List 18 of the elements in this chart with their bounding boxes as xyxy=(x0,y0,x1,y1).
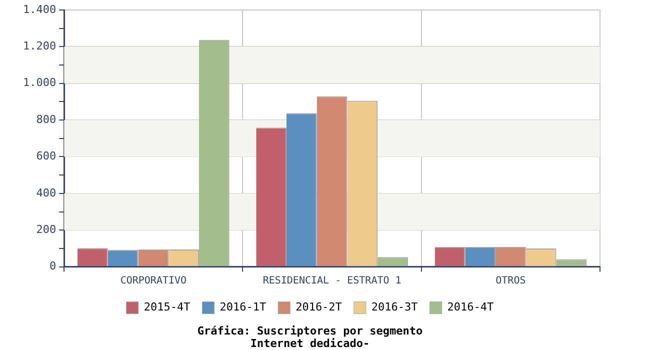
y-tick-label: 1.000 xyxy=(22,76,56,90)
text: Internet dedicado- xyxy=(250,336,370,350)
legend-label: 2015-4T xyxy=(144,300,191,314)
y-tick-label: 400 xyxy=(36,186,56,200)
legend-label: 2016-4T xyxy=(447,300,494,314)
y-tick-label: 0 xyxy=(49,260,56,273)
y-tick-label: 1.400 xyxy=(22,2,56,16)
y-tick-label: 800 xyxy=(36,112,56,126)
text: Gráfica: Suscriptores por segmento xyxy=(197,324,423,338)
legend-label: 2016-1T xyxy=(220,300,266,314)
legend-label: 2016-2T xyxy=(296,300,342,314)
legend-label: 2016-3T xyxy=(371,300,418,314)
y-tick-label: 1.200 xyxy=(22,40,56,53)
y-tick-label: 600 xyxy=(36,150,56,163)
x-tick-label: CORPORATIVO xyxy=(120,275,187,286)
x-tick-label: OTROS xyxy=(496,275,526,286)
x-tick-label: RESIDENCIAL - ESTRATO 1 xyxy=(262,275,402,286)
y-tick-label: 200 xyxy=(36,222,56,236)
